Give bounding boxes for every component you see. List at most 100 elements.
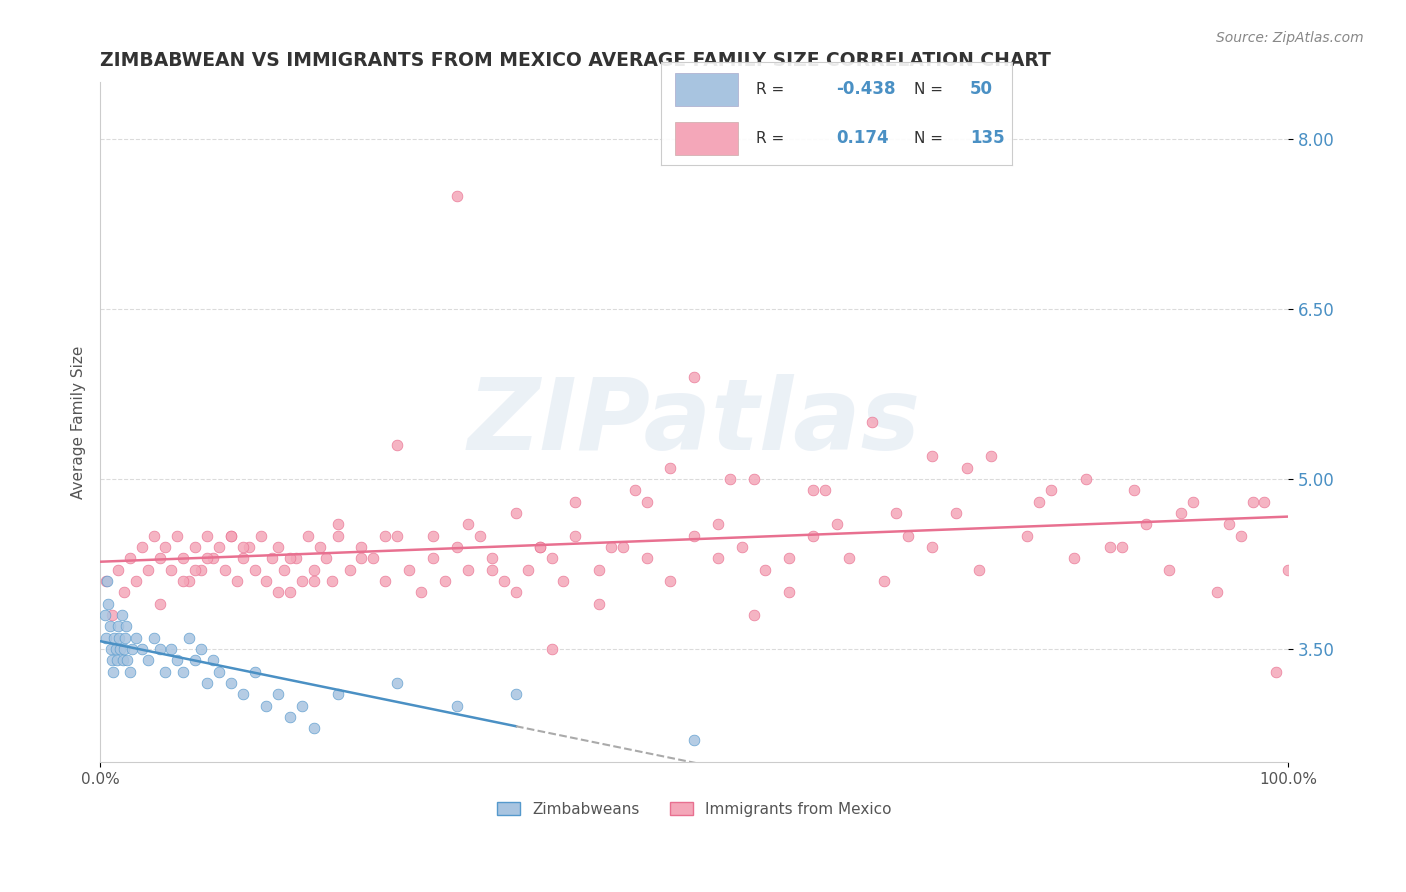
Point — [214, 563, 236, 577]
Point — [243, 665, 266, 679]
Point — [516, 563, 538, 577]
Point — [190, 563, 212, 577]
Point — [297, 529, 319, 543]
Point — [742, 472, 765, 486]
Point — [94, 574, 117, 588]
Text: ZIPatlas: ZIPatlas — [468, 374, 921, 471]
Point — [166, 653, 188, 667]
Point — [742, 608, 765, 623]
Point — [219, 529, 242, 543]
Point — [1218, 517, 1240, 532]
Point — [897, 529, 920, 543]
Point — [184, 540, 207, 554]
Point — [267, 540, 290, 554]
Point — [588, 563, 610, 577]
Point — [481, 563, 503, 577]
Point — [838, 551, 860, 566]
Point — [278, 551, 301, 566]
Point — [105, 653, 128, 667]
FancyBboxPatch shape — [675, 122, 738, 155]
Point — [1253, 494, 1275, 508]
Point — [529, 540, 551, 554]
Point — [1182, 494, 1205, 508]
Point — [422, 551, 444, 566]
Point — [1135, 517, 1157, 532]
Point — [374, 574, 396, 588]
Point — [101, 608, 124, 623]
Text: ZIMBABWEAN VS IMMIGRANTS FROM MEXICO AVERAGE FAMILY SIZE CORRELATION CHART: ZIMBABWEAN VS IMMIGRANTS FROM MEXICO AVE… — [100, 51, 1052, 70]
Point — [142, 631, 165, 645]
Point — [225, 574, 247, 588]
Point — [433, 574, 456, 588]
Point — [103, 665, 125, 679]
Text: 50: 50 — [970, 80, 993, 98]
Point — [114, 631, 136, 645]
Point — [540, 551, 562, 566]
Point — [778, 551, 800, 566]
Point — [553, 574, 575, 588]
Point — [232, 688, 254, 702]
Point — [291, 574, 314, 588]
Point — [683, 529, 706, 543]
Point — [385, 529, 408, 543]
Point — [117, 653, 139, 667]
Point — [470, 529, 492, 543]
Point — [1015, 529, 1038, 543]
Point — [111, 653, 134, 667]
Point — [1063, 551, 1085, 566]
Point — [980, 450, 1002, 464]
Point — [814, 483, 837, 498]
Point — [409, 585, 432, 599]
Point — [385, 676, 408, 690]
Point — [256, 698, 278, 713]
Point — [201, 653, 224, 667]
Point — [505, 688, 527, 702]
Text: N =: N = — [914, 81, 943, 96]
Point — [1265, 665, 1288, 679]
Point — [208, 665, 231, 679]
Point — [315, 551, 337, 566]
Point — [94, 631, 117, 645]
Point — [110, 642, 132, 657]
Point — [505, 506, 527, 520]
Point — [136, 563, 159, 577]
Point — [262, 551, 284, 566]
Point — [195, 551, 218, 566]
Point — [659, 460, 682, 475]
Point — [142, 529, 165, 543]
Point — [118, 551, 141, 566]
Point — [326, 529, 349, 543]
Point — [860, 416, 883, 430]
Point — [195, 529, 218, 543]
Text: 0.174: 0.174 — [837, 129, 889, 147]
Point — [238, 540, 260, 554]
Point — [1039, 483, 1062, 498]
Point — [707, 517, 730, 532]
Point — [1098, 540, 1121, 554]
Point — [112, 642, 135, 657]
Point — [1229, 529, 1251, 543]
Point — [494, 574, 516, 588]
Point — [326, 688, 349, 702]
Point — [540, 642, 562, 657]
Point — [172, 551, 194, 566]
Point — [731, 540, 754, 554]
Point — [1122, 483, 1144, 498]
Point — [481, 551, 503, 566]
Point — [110, 608, 132, 623]
Point — [374, 529, 396, 543]
Point — [1159, 563, 1181, 577]
Point — [136, 653, 159, 667]
Point — [350, 551, 373, 566]
Point — [1277, 563, 1299, 577]
Point — [131, 540, 153, 554]
Point — [302, 722, 325, 736]
Point — [232, 540, 254, 554]
Point — [278, 585, 301, 599]
Point — [457, 563, 479, 577]
FancyBboxPatch shape — [675, 73, 738, 105]
Point — [1205, 585, 1227, 599]
Point — [707, 551, 730, 566]
Point — [97, 597, 120, 611]
Point — [112, 585, 135, 599]
